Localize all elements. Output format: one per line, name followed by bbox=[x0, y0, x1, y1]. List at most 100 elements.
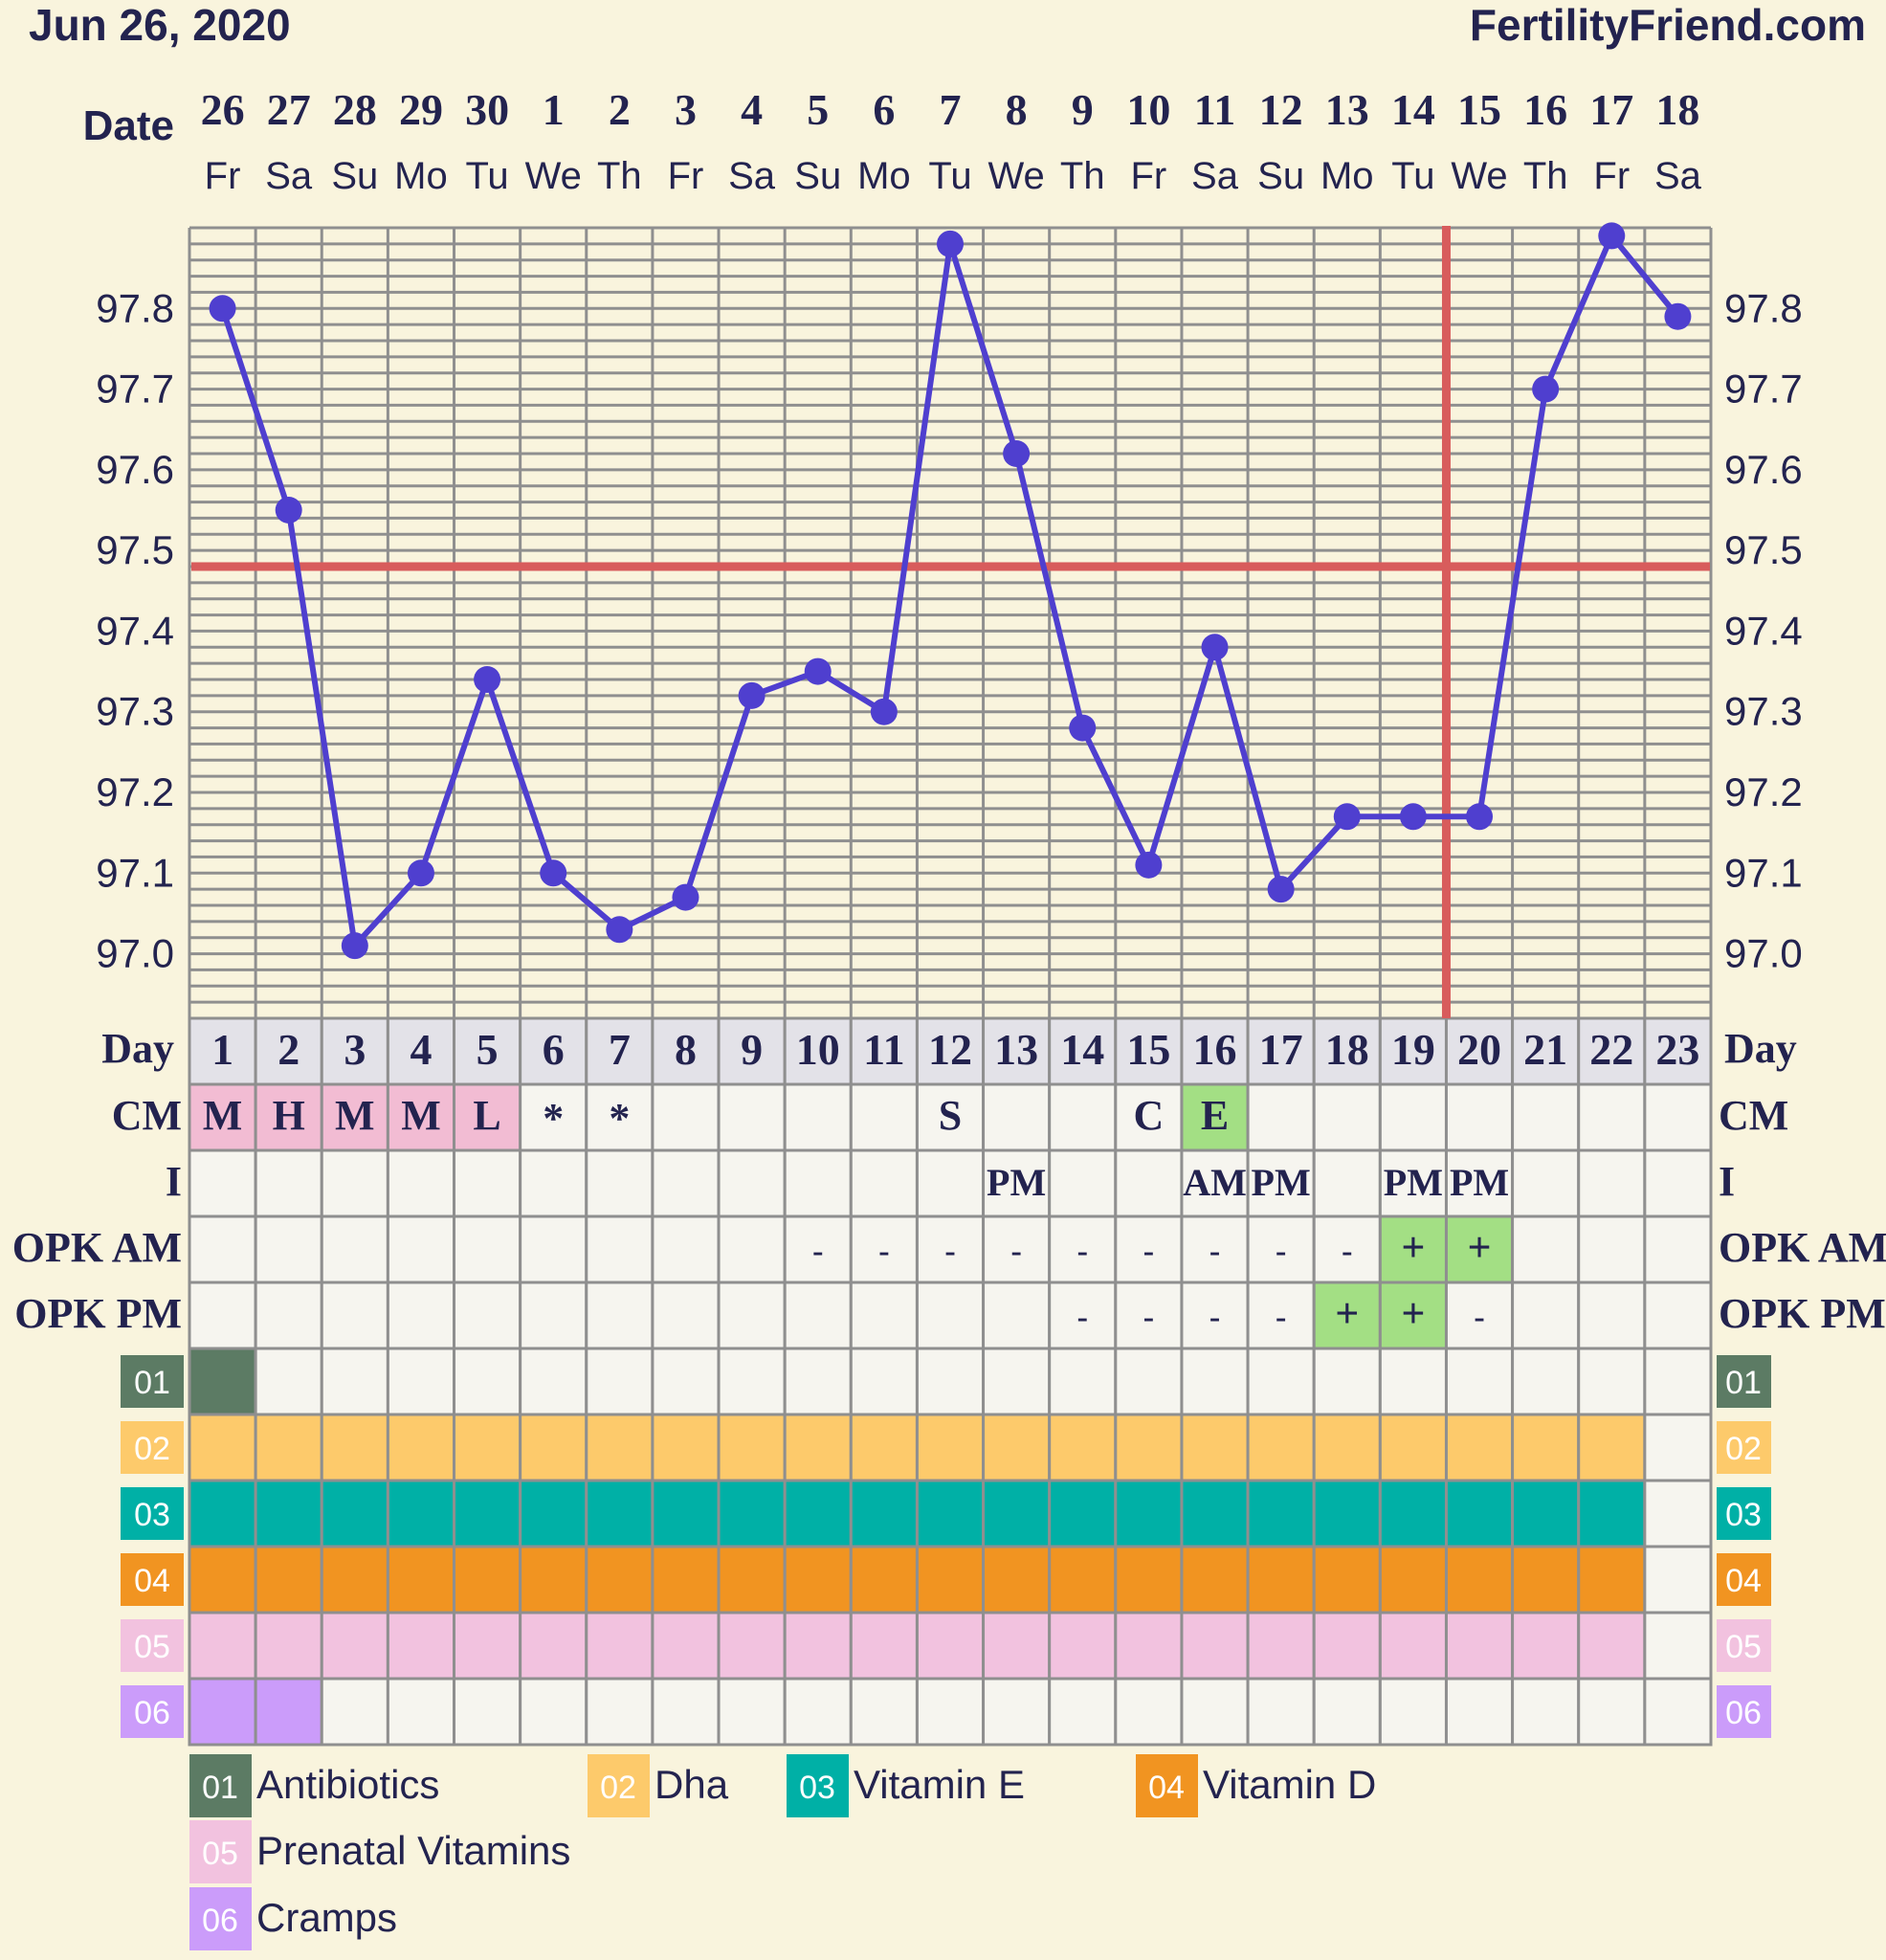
temperature-point bbox=[1399, 803, 1427, 831]
custom-cell bbox=[1180, 1347, 1250, 1416]
opk-am-value: + bbox=[1401, 1224, 1425, 1271]
y-tick-label-left: 97.7 bbox=[96, 367, 174, 412]
custom-cell bbox=[386, 1413, 456, 1482]
custom-code-badge-right bbox=[1717, 1487, 1771, 1540]
date-tick-label: 1 bbox=[543, 85, 565, 134]
temperature-point bbox=[804, 657, 832, 685]
custom-cell bbox=[254, 1479, 323, 1548]
custom-cell bbox=[651, 1677, 721, 1747]
opk-am-cell bbox=[1180, 1214, 1250, 1284]
custom-cell bbox=[1312, 1479, 1382, 1548]
custom-code-badge-left bbox=[121, 1553, 184, 1606]
custom-cell bbox=[585, 1413, 655, 1482]
custom-cell bbox=[849, 1413, 919, 1482]
intercourse-cell bbox=[717, 1148, 787, 1218]
custom-cell bbox=[783, 1611, 853, 1681]
opk-am-cell bbox=[1378, 1214, 1448, 1284]
custom-cell bbox=[1577, 1677, 1647, 1747]
date-tick-label: 2 bbox=[609, 85, 631, 134]
custom-cell bbox=[1511, 1611, 1581, 1681]
custom-cell bbox=[1114, 1479, 1184, 1548]
intercourse-cell bbox=[783, 1148, 853, 1218]
custom-cell bbox=[1312, 1677, 1382, 1747]
temperature-point bbox=[341, 932, 368, 960]
opk-am-value: + bbox=[1467, 1224, 1491, 1271]
weekday-tick-label: Sa bbox=[1654, 155, 1702, 197]
temperature-point bbox=[209, 295, 236, 323]
custom-cell bbox=[1114, 1545, 1184, 1615]
temperature-point bbox=[738, 681, 765, 709]
opk-pm-cell bbox=[915, 1281, 986, 1350]
custom-cell bbox=[915, 1479, 986, 1548]
day-tick-label: 16 bbox=[1193, 1025, 1237, 1074]
day-cell bbox=[320, 1016, 389, 1086]
cm-cell bbox=[1048, 1082, 1118, 1152]
custom-code-right: 01 bbox=[1725, 1365, 1762, 1401]
day-cell bbox=[1312, 1016, 1382, 1086]
opk-am-cell bbox=[1444, 1214, 1515, 1284]
intercourse-cell bbox=[1312, 1148, 1382, 1218]
cm-cell bbox=[849, 1082, 919, 1152]
y-tick-label-right: 97.1 bbox=[1724, 850, 1803, 895]
custom-cell bbox=[1312, 1545, 1382, 1615]
custom-cell bbox=[1444, 1611, 1515, 1681]
cm-value: M bbox=[203, 1092, 243, 1139]
date-tick-label: 27 bbox=[267, 85, 311, 134]
custom-cell bbox=[1048, 1611, 1118, 1681]
y-tick-label-right: 97.2 bbox=[1724, 769, 1803, 814]
custom-cell bbox=[717, 1677, 787, 1747]
y-tick-label-right: 97.6 bbox=[1724, 447, 1803, 492]
opk-pm-value: - bbox=[1474, 1300, 1484, 1335]
custom-cell bbox=[1312, 1413, 1382, 1482]
temperature-point bbox=[1069, 714, 1097, 742]
custom-cell bbox=[1577, 1545, 1647, 1615]
cm-cell bbox=[1246, 1082, 1316, 1152]
custom-cell bbox=[1511, 1677, 1581, 1747]
cm-value: L bbox=[473, 1092, 500, 1139]
custom-cell bbox=[1577, 1479, 1647, 1548]
custom-cell bbox=[849, 1611, 919, 1681]
custom-cell bbox=[717, 1347, 787, 1416]
custom-cell bbox=[1444, 1347, 1515, 1416]
custom-cell bbox=[188, 1611, 257, 1681]
cm-value: M bbox=[401, 1092, 441, 1139]
date-tick-label: 26 bbox=[201, 85, 245, 134]
intercourse-cell bbox=[188, 1148, 257, 1218]
custom-cell bbox=[1048, 1545, 1118, 1615]
legend-swatch bbox=[189, 1754, 252, 1817]
custom-cell bbox=[783, 1545, 853, 1615]
custom-code-right: 06 bbox=[1725, 1695, 1762, 1731]
weekday-tick-label: Tu bbox=[465, 155, 508, 197]
day-tick-label: 19 bbox=[1391, 1025, 1435, 1074]
y-tick-label-right: 97.0 bbox=[1724, 931, 1803, 976]
opk-pm-cell bbox=[783, 1281, 853, 1350]
cm-cell bbox=[1577, 1082, 1647, 1152]
opk-pm-cell bbox=[1577, 1281, 1647, 1350]
intercourse-row-label-right: I bbox=[1719, 1158, 1735, 1205]
opk-am-cell bbox=[320, 1214, 389, 1284]
temperature-point bbox=[1267, 876, 1295, 903]
custom-cell bbox=[1643, 1347, 1713, 1416]
legend-code: 01 bbox=[202, 1770, 238, 1806]
weekday-tick-label: Mo bbox=[1320, 155, 1374, 197]
custom-cell bbox=[320, 1413, 389, 1482]
custom-cell bbox=[320, 1611, 389, 1681]
day-tick-label: 23 bbox=[1655, 1025, 1699, 1074]
custom-cell bbox=[1643, 1677, 1713, 1747]
opk-am-value: - bbox=[812, 1234, 823, 1269]
temperature-point bbox=[1201, 634, 1229, 661]
y-tick-label-right: 97.3 bbox=[1724, 689, 1803, 734]
day-tick-label: 18 bbox=[1325, 1025, 1369, 1074]
opk-pm-cell bbox=[1246, 1281, 1316, 1350]
custom-cell bbox=[386, 1677, 456, 1747]
date-tick-label: 12 bbox=[1259, 85, 1303, 134]
custom-cell bbox=[1511, 1479, 1581, 1548]
intercourse-value: PM bbox=[1450, 1161, 1509, 1204]
temperature-point bbox=[672, 883, 699, 911]
custom-cell bbox=[717, 1479, 787, 1548]
custom-cell bbox=[915, 1347, 986, 1416]
custom-cell bbox=[188, 1347, 257, 1416]
y-tick-label-left: 97.2 bbox=[96, 769, 174, 814]
date-tick-label: 29 bbox=[399, 85, 443, 134]
custom-cell bbox=[783, 1347, 853, 1416]
